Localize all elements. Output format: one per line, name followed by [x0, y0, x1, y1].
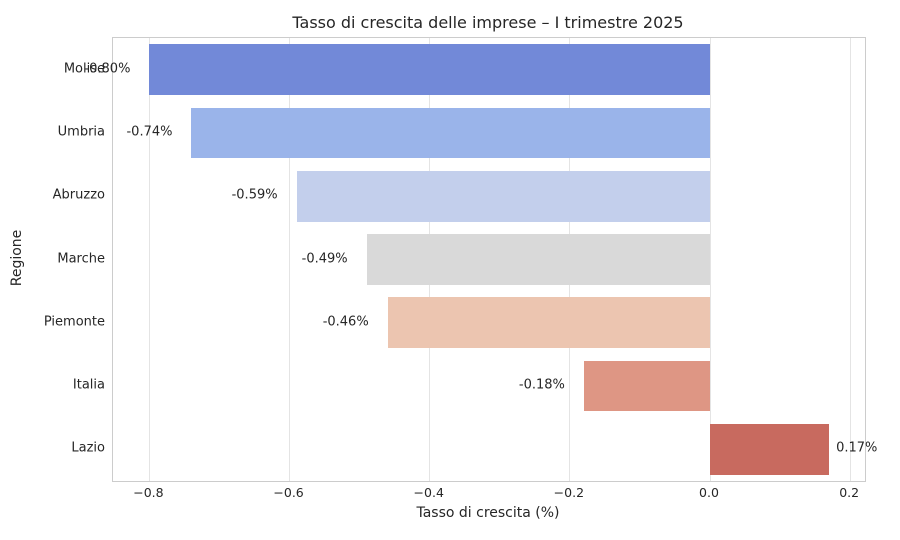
bar-piemonte — [387, 297, 710, 349]
x-tick-label: 0.0 — [699, 485, 719, 500]
chart-title: Tasso di crescita delle imprese – I trim… — [292, 13, 684, 32]
x-tick-label: 0.2 — [839, 485, 860, 500]
gridline — [709, 38, 711, 481]
bar-value-label: -0.46% — [322, 314, 369, 330]
y-tick-label: Lazio — [71, 440, 105, 456]
y-tick-label: Piemonte — [43, 314, 105, 330]
y-tick-label: Marche — [57, 251, 105, 266]
plot-area — [112, 37, 866, 482]
x-tick-label: −0.6 — [273, 485, 304, 500]
bar-lazio — [710, 424, 830, 475]
bar-umbria — [191, 107, 710, 159]
bar-value-label: -0.18% — [518, 377, 565, 393]
gridline — [148, 38, 150, 481]
bar-value-label: -0.49% — [301, 251, 348, 266]
bar-abruzzo — [296, 170, 710, 222]
bar-molise — [149, 44, 710, 95]
bar-value-label: -0.59% — [231, 187, 278, 203]
y-tick-label: Umbria — [57, 124, 105, 140]
y-tick-label: Italia — [72, 377, 105, 393]
y-tick-label: Abruzzo — [52, 187, 105, 203]
gridline — [849, 38, 851, 481]
x-tick-label: −0.8 — [133, 485, 164, 500]
x-axis-label: Tasso di crescita (%) — [416, 505, 560, 521]
bar-value-label: -0.80% — [84, 61, 131, 77]
x-tick-label: −0.4 — [413, 485, 444, 500]
y-tick-label: Molise — [63, 61, 105, 77]
bar-value-label: -0.74% — [126, 124, 173, 140]
bar-italia — [583, 360, 710, 412]
x-tick-label: −0.2 — [553, 485, 585, 500]
bar-value-label: 0.17% — [836, 440, 878, 456]
gridline — [289, 38, 291, 481]
bar-marche — [366, 234, 710, 285]
